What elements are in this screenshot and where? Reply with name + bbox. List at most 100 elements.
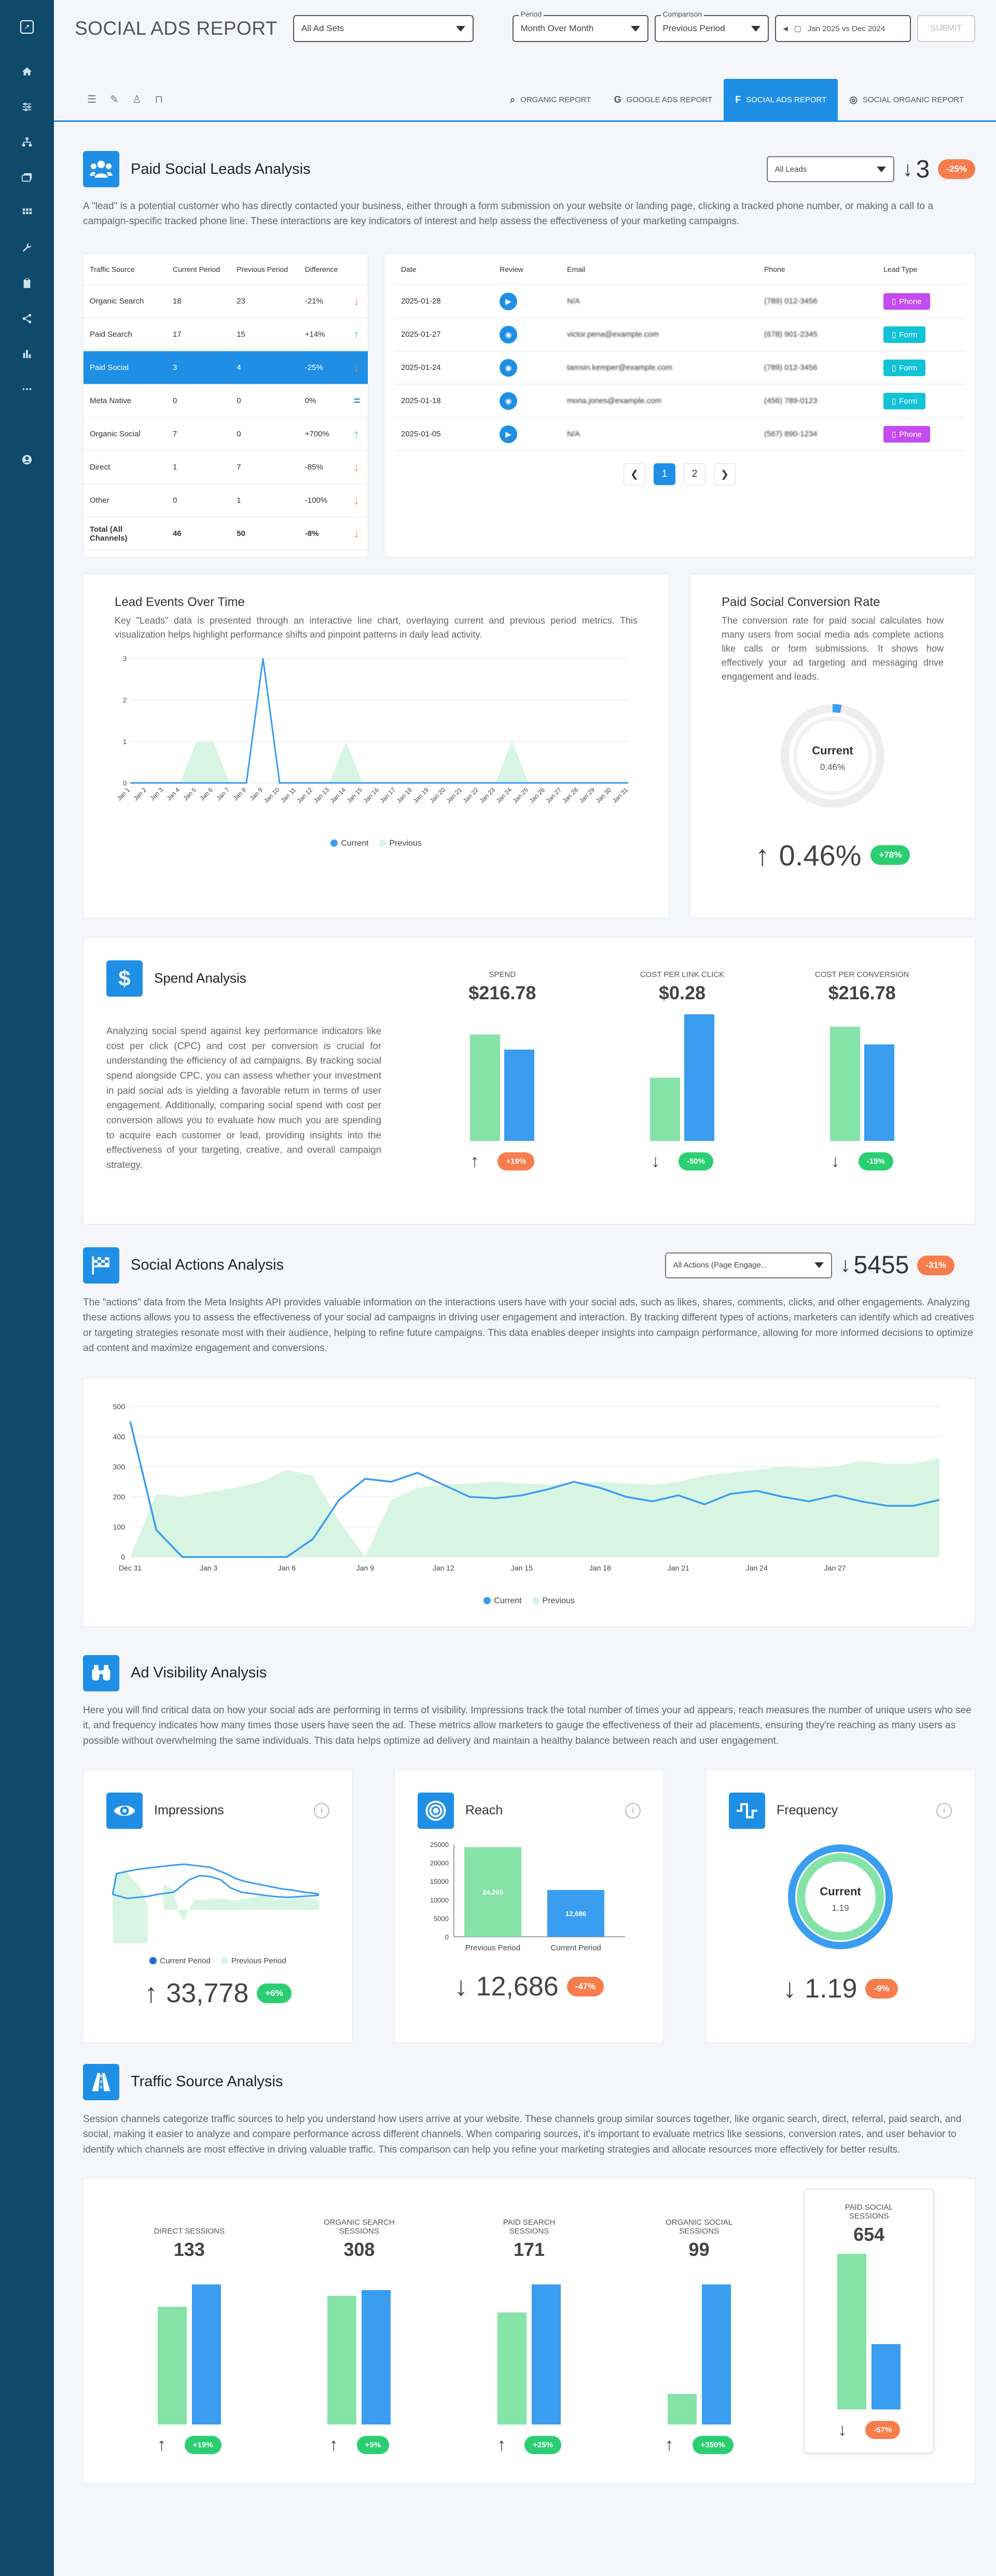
x-tick-label: Jan 21: [668, 1564, 689, 1572]
source-name: Paid Search: [84, 318, 167, 352]
submit-button[interactable]: SUBMIT: [917, 15, 975, 42]
lead-type: ▯ Form: [877, 384, 964, 418]
reach-card: Reach i 25000 20000 15000 10000 5000 0 24,265 P…: [394, 1769, 664, 2043]
form-icon: ▯: [892, 363, 896, 373]
prev-page-button[interactable]: ❮: [624, 463, 645, 486]
user-avatar-icon[interactable]: [0, 442, 54, 477]
y-tick-label: 5000: [434, 1914, 449, 1922]
x-tick-label: Jan 14: [329, 786, 348, 805]
x-tick-label: Jan 23: [478, 786, 497, 805]
binoculars-icon: [83, 1655, 119, 1691]
home-icon[interactable]: [0, 54, 54, 89]
actions-filter-value: All Actions (Page Engage...: [673, 1261, 768, 1270]
lock-icon[interactable]: ⊓: [155, 94, 163, 105]
sliders-icon[interactable]: ☰: [87, 94, 96, 105]
source-previous: 1: [230, 484, 299, 518]
info-icon[interactable]: i: [936, 1802, 952, 1819]
channel-value: 99: [688, 2239, 710, 2261]
tab-google[interactable]: G GOOGLE ADS REPORT: [603, 79, 724, 120]
lead-type: ▯ Phone: [877, 284, 964, 319]
x-tick-label: Jan 15: [511, 1564, 533, 1572]
lead-header-cell: Lead Type: [877, 253, 964, 285]
tab-instagram[interactable]: ◎ SOCIAL ORGANIC REPORT: [838, 79, 975, 120]
bar-chart-icon[interactable]: [0, 336, 54, 371]
page-button-2[interactable]: 2: [684, 463, 706, 486]
play-icon[interactable]: ▶: [500, 292, 517, 310]
sitemap-icon[interactable]: [0, 125, 54, 160]
traffic-source-table: Traffic Source Current Period Previous Per…: [83, 253, 368, 557]
x-tick-label: Jan 24: [495, 786, 514, 805]
source-table-body: Organic Search 18 23 -21% ↓ Paid Search 17 15 +1…: [84, 284, 368, 551]
images-icon[interactable]: [0, 160, 54, 195]
ring-value: 0.46%: [820, 762, 845, 772]
arrow-up-icon: ↑: [497, 2435, 506, 2455]
share-icon[interactable]: [0, 301, 54, 336]
leads-change-badge: -25%: [938, 159, 975, 179]
source-row[interactable]: Organic Social 7 0 +700% ↑: [84, 417, 368, 451]
x-tick-label: Jan 5: [182, 786, 198, 802]
wrench-icon[interactable]: [0, 230, 54, 266]
actions-filter-select[interactable]: All Actions (Page Engage...: [665, 1252, 832, 1278]
arrow-up-icon: ↑: [353, 427, 359, 440]
app-logo[interactable]: ↗: [0, 0, 54, 54]
trend-cell: ↑: [347, 417, 368, 451]
x-tick-label: Jan 22: [462, 786, 480, 805]
source-row[interactable]: Total (All Channels) 46 50 -8% ↓: [84, 517, 368, 551]
metric-change-badge: -15%: [858, 1152, 893, 1170]
lead-header-cell: Date: [395, 253, 493, 285]
metric-label: SPEND: [489, 970, 516, 979]
play-icon[interactable]: ▶: [500, 425, 517, 443]
grid-icon[interactable]: [0, 195, 54, 230]
y-tick-label: 200: [113, 1493, 126, 1501]
visibility-description: Here you will find critical data on how …: [83, 1704, 972, 1746]
trend-cell: ↓: [347, 517, 368, 551]
arrow-down-icon: ↓: [902, 157, 913, 181]
leads-filter-select[interactable]: All Leads: [766, 156, 894, 182]
tab-facebook[interactable]: f SOCIAL ADS REPORT: [724, 79, 838, 120]
source-row[interactable]: Meta Native 0 0 0% =: [84, 384, 368, 418]
eye-icon[interactable]: ◉: [500, 392, 517, 410]
eye-icon[interactable]: ◉: [500, 359, 517, 377]
y-tick-label: 15000: [430, 1878, 449, 1885]
source-row[interactable]: Other 0 1 -100% ↓: [84, 484, 368, 518]
chevron-left-icon[interactable]: ◀: [783, 25, 788, 32]
info-icon[interactable]: i: [625, 1802, 641, 1819]
lead-events-legend: Current Previous: [115, 839, 638, 848]
channel-change-badge: +350%: [692, 2436, 734, 2455]
channel-label: PAID SEARCH SESSIONS: [503, 2218, 556, 2236]
tab-search[interactable]: ⌕ ORGANIC REPORT: [499, 79, 603, 120]
edit-icon[interactable]: ✎: [109, 94, 119, 105]
y-tick-label: 3: [123, 655, 127, 663]
source-row[interactable]: Direct 1 7 -85% ↓: [84, 450, 368, 485]
source-previous: 23: [230, 284, 299, 319]
next-page-button[interactable]: ❯: [714, 463, 736, 486]
source-row[interactable]: Paid Search 17 15 +14% ↑: [84, 318, 368, 352]
user-icon[interactable]: ♙: [132, 94, 142, 105]
checkered-flag-icon: [83, 1247, 119, 1284]
previous-bar: [649, 1077, 680, 1141]
facebook-icon: f: [735, 94, 741, 105]
traffic-header: Traffic Source Analysis: [83, 2063, 975, 2100]
period-select[interactable]: Period Month Over Month: [512, 10, 648, 42]
channel-label: PAID SOCIAL SESSIONS: [845, 2203, 893, 2221]
info-icon[interactable]: i: [314, 1802, 329, 1819]
comparison-select[interactable]: Comparison Previous Period: [654, 10, 769, 42]
previous-bar: [464, 1847, 521, 1937]
date-range-picker[interactable]: ◀ ▢ Jan 2025 vs Dec 2024: [774, 15, 911, 42]
sliders-icon[interactable]: [0, 89, 54, 125]
lead-list-card: Date Review Email Phone Lead Type 2025-01-28…: [384, 253, 975, 557]
x-tick-label: Jan 7: [215, 786, 231, 802]
trend-cell: =: [347, 384, 368, 418]
more-icon[interactable]: [0, 371, 54, 407]
channel-change: ↑ +25%: [497, 2435, 561, 2455]
source-row[interactable]: Organic Search 18 23 -21% ↓: [84, 284, 368, 319]
eye-icon[interactable]: ◉: [500, 325, 517, 343]
spend-metric: COST PER CONVERSION $216.78 ↓ -15%: [805, 960, 919, 1201]
clipboard-icon[interactable]: [0, 266, 54, 301]
ad-set-select[interactable]: All Ad Sets: [293, 15, 474, 42]
leads-filter-value: All Leads: [774, 164, 807, 174]
source-row[interactable]: Paid Social 3 4 -25% ↓: [84, 351, 368, 385]
y-tick-label: 0: [123, 779, 127, 787]
page-button-1[interactable]: 1: [654, 463, 675, 486]
channel-label: ORGANIC SOCIAL SESSIONS: [665, 2218, 733, 2236]
